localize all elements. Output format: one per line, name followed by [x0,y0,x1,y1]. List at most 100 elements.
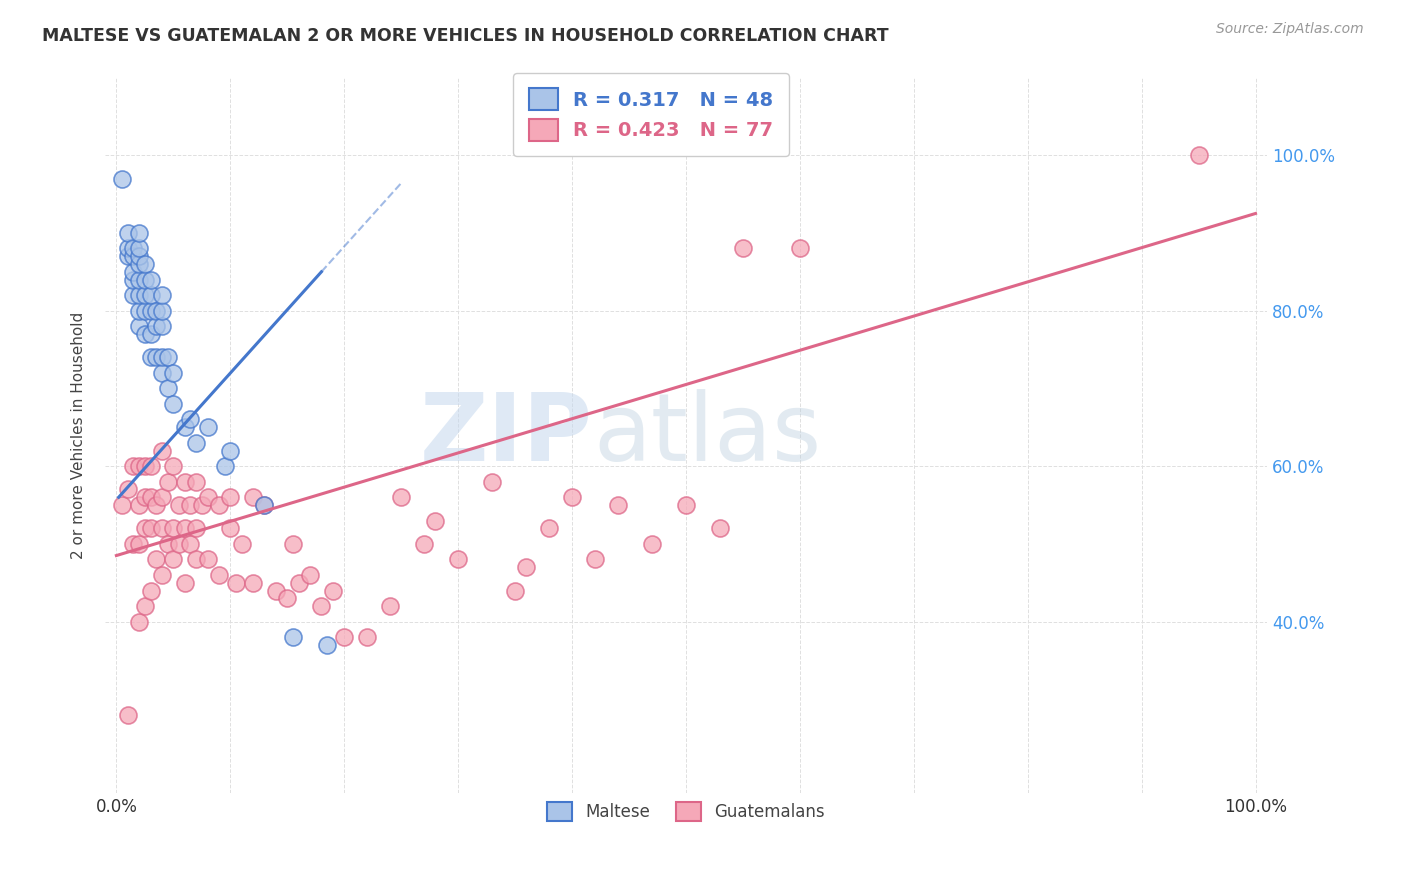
Point [156,475,179,489]
Point [641,537,664,551]
Point [117,242,139,256]
Point [156,351,179,365]
Point [117,483,139,497]
Text: ZIP: ZIP [420,389,593,481]
Point [219,521,242,535]
Point [128,272,150,286]
Point [139,303,162,318]
Point [1187,148,1209,162]
Point [173,475,195,489]
Point [128,226,150,240]
Point [179,537,201,551]
Point [356,630,378,644]
Point [139,288,162,302]
Point [122,537,145,551]
Point [139,490,162,504]
Point [145,498,167,512]
Point [184,435,207,450]
Point [145,351,167,365]
Point [242,490,264,504]
Point [197,490,219,504]
Point [150,319,173,334]
Point [276,591,298,606]
Legend: Maltese, Guatemalans: Maltese, Guatemalans [534,789,838,834]
Point [197,552,219,566]
Point [117,707,139,722]
Point [515,560,537,574]
Point [139,326,162,341]
Point [128,288,150,302]
Point [167,537,190,551]
Point [167,498,190,512]
Point [156,381,179,395]
Point [134,288,156,302]
Point [197,420,219,434]
Point [162,366,184,380]
Point [122,459,145,474]
Point [583,552,606,566]
Point [145,303,167,318]
Point [242,575,264,590]
Point [231,537,253,551]
Point [173,420,195,434]
Point [128,249,150,263]
Point [253,498,276,512]
Point [134,599,156,613]
Point [128,303,150,318]
Point [117,226,139,240]
Point [378,599,401,613]
Point [156,537,179,551]
Point [150,288,173,302]
Point [111,498,134,512]
Point [413,537,436,551]
Point [162,521,184,535]
Point [134,326,156,341]
Point [128,319,150,334]
Point [128,242,150,256]
Point [389,490,412,504]
Point [122,272,145,286]
Point [281,537,304,551]
Point [214,459,236,474]
Point [184,521,207,535]
Point [128,498,150,512]
Point [208,568,231,582]
Point [281,630,304,644]
Point [134,257,156,271]
Text: MALTESE VS GUATEMALAN 2 OR MORE VEHICLES IN HOUSEHOLD CORRELATION CHART: MALTESE VS GUATEMALAN 2 OR MORE VEHICLES… [42,27,889,45]
Point [150,351,173,365]
Point [139,351,162,365]
Point [150,490,173,504]
Point [134,521,156,535]
Point [134,490,156,504]
Point [253,498,276,512]
Point [316,638,339,652]
Point [162,459,184,474]
Point [162,397,184,411]
Point [322,583,344,598]
Point [139,272,162,286]
Point [128,615,150,629]
Point [731,242,754,256]
Point [333,630,356,644]
Point [134,303,156,318]
Point [606,498,628,512]
Point [122,242,145,256]
Point [173,521,195,535]
Point [128,257,150,271]
Point [150,568,173,582]
Point [122,249,145,263]
Point [128,459,150,474]
Point [117,249,139,263]
Point [139,583,162,598]
Point [219,443,242,458]
Point [162,552,184,566]
Point [225,575,247,590]
Point [447,552,470,566]
Point [789,242,811,256]
Point [208,498,231,512]
Point [145,319,167,334]
Point [184,475,207,489]
Point [139,459,162,474]
Point [481,475,503,489]
